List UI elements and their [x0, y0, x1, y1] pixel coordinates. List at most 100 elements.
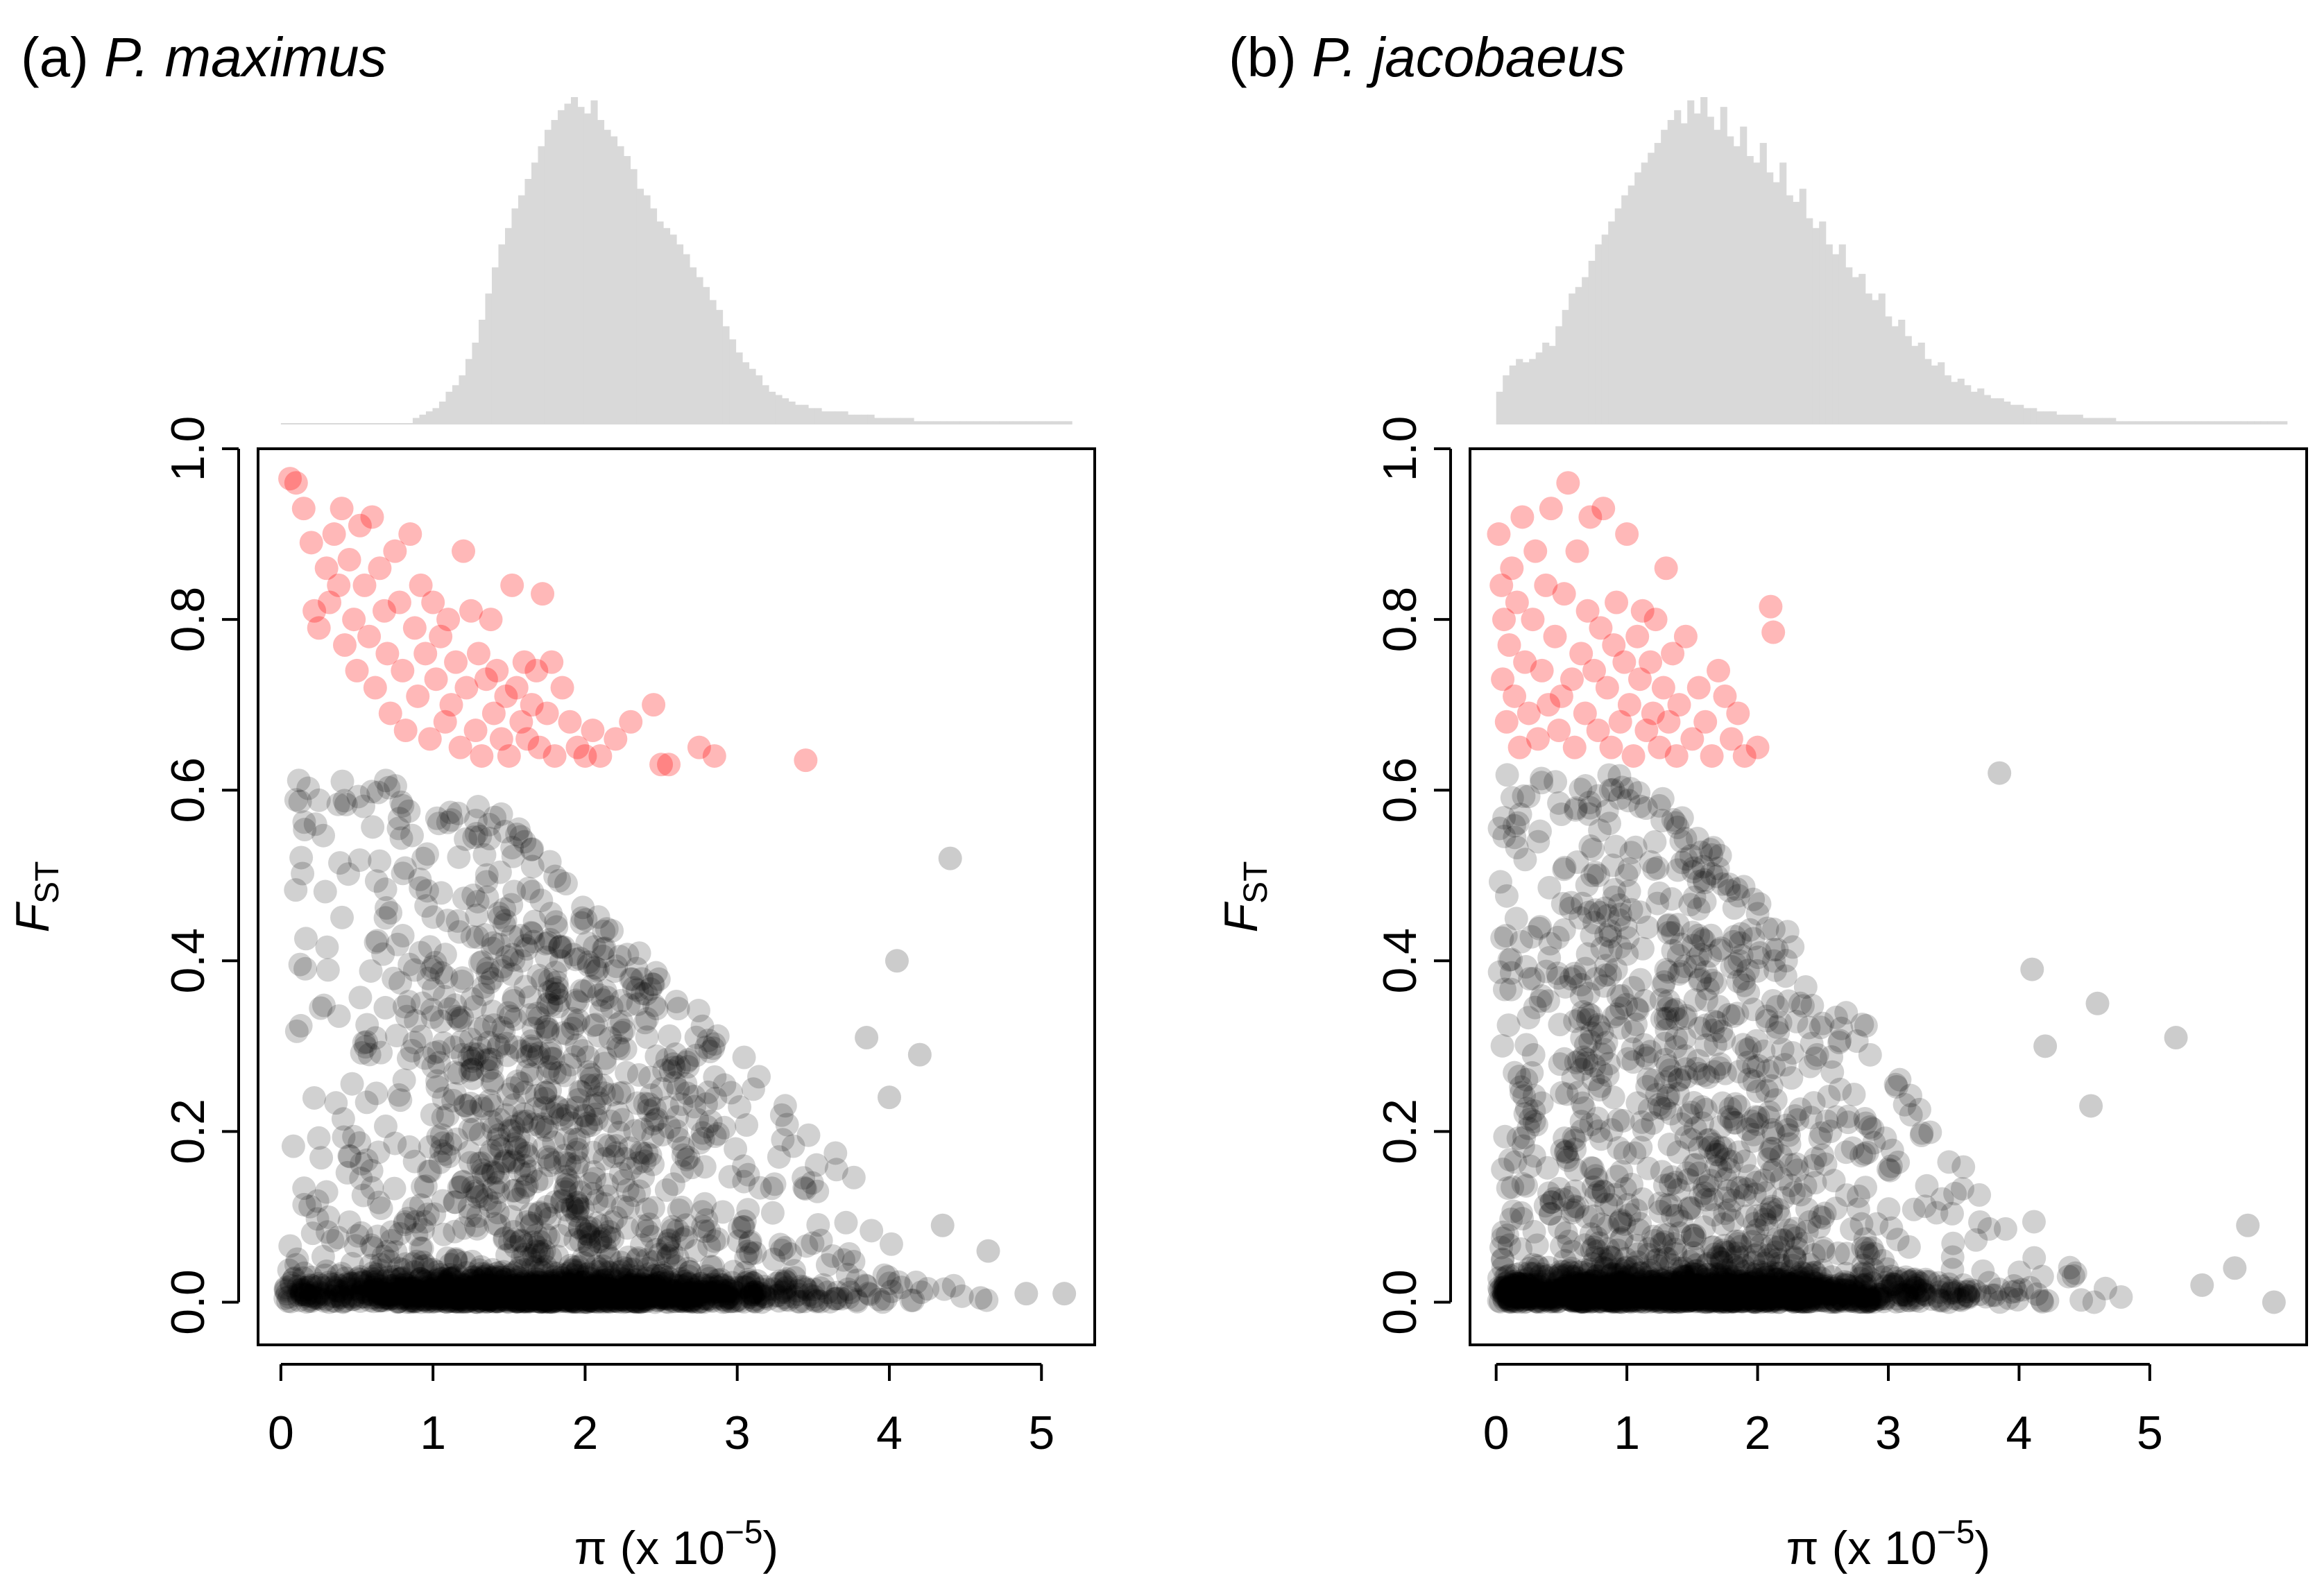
data-point — [494, 1289, 518, 1313]
histogram-bar — [2036, 411, 2044, 424]
data-point — [360, 1176, 384, 1200]
histogram-bar — [320, 423, 328, 424]
data-point — [626, 1287, 651, 1311]
data-point — [453, 1289, 477, 1314]
data-point — [625, 978, 649, 1002]
data-point — [420, 1005, 445, 1029]
data-point — [773, 1094, 797, 1118]
outlier-point — [500, 573, 524, 597]
data-point — [975, 1288, 999, 1312]
histogram-bar — [703, 286, 710, 424]
data-point — [560, 1273, 584, 1297]
histogram-bar — [2102, 418, 2110, 424]
data-point — [316, 1220, 340, 1244]
data-point — [406, 1280, 430, 1305]
histogram-bar — [2062, 414, 2070, 424]
data-point — [570, 1284, 594, 1308]
data-point — [536, 1060, 560, 1085]
histogram-bar — [2280, 421, 2288, 424]
data-point — [494, 1278, 518, 1303]
data-point — [477, 1287, 501, 1311]
data-point — [348, 848, 372, 873]
histogram-bar — [280, 423, 288, 424]
data-point — [684, 1043, 708, 1067]
data-point — [724, 1289, 749, 1313]
data-point — [599, 1287, 623, 1311]
data-point — [633, 1092, 657, 1116]
data-point — [554, 1173, 579, 1197]
data-point — [620, 1273, 644, 1297]
histogram-bar — [498, 244, 506, 424]
data-point — [349, 1271, 373, 1295]
data-point — [442, 1035, 466, 1059]
data-point — [682, 1283, 706, 1307]
data-point — [837, 1242, 862, 1266]
data-point — [632, 1282, 656, 1306]
data-point — [549, 1284, 574, 1308]
data-point — [312, 1282, 336, 1306]
data-point — [608, 945, 632, 969]
data-point — [529, 1271, 553, 1295]
data-point — [579, 1171, 603, 1196]
y-tick-label: 0.2 — [1374, 1099, 1426, 1165]
data-point — [478, 970, 502, 995]
data-point — [536, 1226, 561, 1250]
data-point — [837, 1285, 861, 1309]
histogram-bar — [2254, 421, 2262, 424]
data-point — [460, 1057, 484, 1081]
data-point — [425, 806, 449, 830]
data-point — [592, 1268, 617, 1292]
data-point — [450, 969, 474, 993]
outlier-point — [387, 590, 411, 615]
histogram-bar — [801, 404, 809, 424]
data-point — [574, 1290, 599, 1314]
data-point — [522, 1112, 546, 1136]
x-axis-label-exp: −5 — [725, 1514, 763, 1551]
data-point — [590, 1214, 615, 1238]
histogram-bar — [452, 385, 460, 424]
data-point — [316, 958, 340, 982]
data-point — [485, 1278, 509, 1303]
data-point — [633, 1287, 658, 1311]
data-point — [497, 1287, 522, 1311]
data-point — [664, 1279, 688, 1303]
data-point — [339, 1271, 364, 1296]
data-point — [468, 1282, 493, 1306]
data-point — [938, 846, 962, 870]
data-point — [513, 1276, 537, 1300]
data-point — [635, 1025, 659, 1049]
data-point — [879, 1232, 903, 1256]
data-point — [831, 1248, 855, 1272]
data-point — [477, 1278, 502, 1302]
data-point — [672, 1287, 697, 1311]
data-point — [457, 1196, 481, 1220]
data-point — [617, 1285, 641, 1309]
histogram-bar — [854, 414, 862, 424]
data-point — [521, 1016, 545, 1040]
data-point — [1854, 1013, 1878, 1038]
data-point — [522, 909, 547, 934]
data-point — [760, 1201, 785, 1225]
data-point — [675, 1289, 699, 1313]
data-point — [712, 1288, 737, 1312]
data-point — [502, 1282, 527, 1307]
data-point — [484, 1285, 509, 1309]
data-point — [433, 1142, 457, 1166]
data-point — [285, 1247, 309, 1271]
histogram-bar — [459, 375, 466, 424]
data-point — [492, 1020, 516, 1044]
data-point — [655, 1286, 679, 1310]
histogram-bar — [1529, 359, 1537, 424]
data-point — [667, 1282, 691, 1306]
data-point — [523, 1097, 547, 1121]
histogram-bar — [1555, 326, 1563, 424]
data-point — [770, 1271, 794, 1296]
data-point — [469, 1262, 493, 1286]
data-point — [572, 1282, 596, 1307]
data-point — [726, 1287, 750, 1312]
data-point — [440, 1283, 464, 1307]
data-point — [314, 1282, 338, 1307]
data-point — [282, 1266, 307, 1290]
